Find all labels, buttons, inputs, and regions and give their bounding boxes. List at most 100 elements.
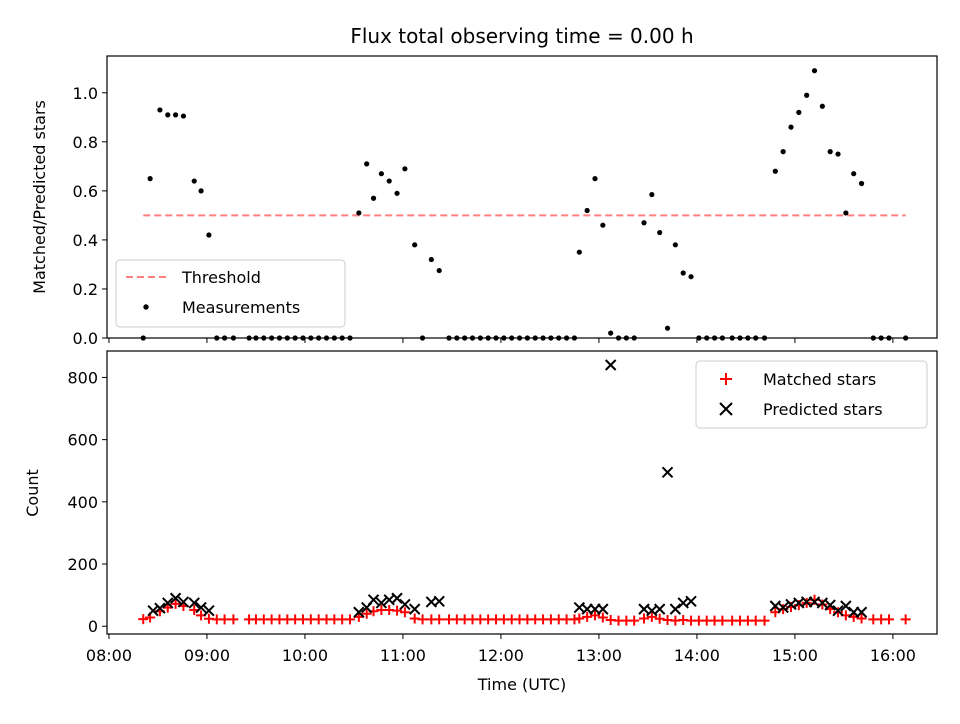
bottom-legend-box xyxy=(695,360,928,429)
measurement-point xyxy=(772,168,778,174)
measurement-point xyxy=(356,210,362,216)
measurement-point xyxy=(364,161,370,167)
matched-star-marker xyxy=(759,615,770,626)
top-y-tick-label: 1.0 xyxy=(73,84,98,103)
x-tick-label: 08:00 xyxy=(86,646,132,665)
predicted-star-marker xyxy=(433,595,445,608)
measurement-point xyxy=(672,242,678,248)
predicted-star-marker xyxy=(777,601,789,614)
measurement-point xyxy=(584,207,590,214)
bot-y-tick-label: 200 xyxy=(67,555,98,574)
legend-measurements-label: Measurements xyxy=(182,298,300,317)
matched-star-marker xyxy=(219,614,230,625)
measurement-point xyxy=(576,249,582,255)
measurement-point xyxy=(851,171,857,177)
predicted-star-marker xyxy=(816,597,829,609)
predicted-star-marker xyxy=(824,599,836,611)
measurement-point xyxy=(206,232,212,238)
matched-star-marker xyxy=(582,611,593,622)
measurement-point xyxy=(370,195,377,201)
bottom-panel-frame xyxy=(106,350,938,635)
legend-threshold-label: Threshold xyxy=(181,268,261,287)
top-panel-frame xyxy=(106,55,938,339)
matched-star-marker xyxy=(170,598,181,609)
measurement-point xyxy=(600,222,606,228)
x-tick-label: 09:00 xyxy=(184,646,230,665)
matched-star-marker xyxy=(900,614,911,625)
predicted-star-marker xyxy=(375,597,388,609)
matched-star-marker xyxy=(817,599,828,610)
top-y-tick-label: 0.6 xyxy=(73,182,98,201)
legend-matched-label: Matched stars xyxy=(763,370,876,389)
predicted-star-marker xyxy=(685,595,697,608)
predicted-star-marker xyxy=(661,466,674,478)
legend-matched-swatch xyxy=(720,373,732,385)
matched-star-marker xyxy=(639,613,650,624)
predicted-star-marker xyxy=(367,594,380,606)
predicted-star-marker xyxy=(840,600,852,612)
measurement-point xyxy=(428,256,434,263)
legend-measurements-swatch xyxy=(143,304,149,310)
measurement-point xyxy=(680,270,686,276)
measurement-point xyxy=(592,176,598,182)
bot-y-tick-label: 800 xyxy=(67,368,98,387)
measurement-point xyxy=(378,171,384,177)
x-tick-label: 12:00 xyxy=(478,646,524,665)
matched-star-marker xyxy=(717,615,728,626)
measurement-point xyxy=(608,330,614,336)
matched-star-marker xyxy=(399,607,410,618)
predicted-star-marker xyxy=(399,598,411,611)
matched-star-marker xyxy=(654,613,665,624)
measurement-point xyxy=(165,112,171,118)
measurement-point xyxy=(827,149,833,155)
predicted-star-marker xyxy=(408,603,421,615)
matched-star-marker xyxy=(228,614,239,625)
predicted-star-marker xyxy=(195,601,207,614)
predicted-star-marker xyxy=(597,603,609,615)
measurement-point xyxy=(402,166,408,172)
top-y-tick-label: 0.0 xyxy=(73,329,98,348)
matched-star-marker xyxy=(361,608,372,619)
matched-star-marker xyxy=(597,612,608,623)
predicted-star-marker xyxy=(147,604,159,617)
measurement-point xyxy=(811,68,818,74)
bot-y-tick-label: 600 xyxy=(67,431,98,450)
measurement-point xyxy=(180,113,187,119)
top-y-tick-label: 0.4 xyxy=(73,231,98,250)
matched-star-marker xyxy=(574,613,585,624)
predicted-star-marker xyxy=(604,359,617,371)
top-legend: Threshold Measurements xyxy=(115,259,346,328)
predicted-star-marker xyxy=(832,604,844,617)
predicted-star-marker xyxy=(391,592,403,604)
predicted-star-marker xyxy=(855,606,868,618)
top-legend-box xyxy=(115,259,346,328)
measurement-point xyxy=(386,178,392,184)
matched-star-marker xyxy=(345,614,356,625)
predicted-star-marker xyxy=(669,603,682,615)
x-axis-label: Time (UTC) xyxy=(477,675,566,694)
predicted-star-marker xyxy=(169,592,182,604)
matched-star-marker xyxy=(883,614,894,625)
measurement-point xyxy=(664,325,671,331)
x-tick-label: 11:00 xyxy=(380,646,426,665)
x-tick-label: 16:00 xyxy=(870,646,916,665)
measurement-point xyxy=(412,242,418,248)
matched-star-marker xyxy=(392,605,403,616)
x-tick-label: 10:00 xyxy=(282,646,328,665)
top-x-axis xyxy=(108,338,894,343)
top-panel: 0.0 0.2 0.4 0.6 0.8 1.0 Matched/Predicted sta… xyxy=(30,55,938,348)
top-y-tick-label: 0.2 xyxy=(73,280,98,299)
matched-star-marker xyxy=(833,607,844,618)
matched-star-marker xyxy=(434,614,445,625)
measurement-point xyxy=(688,274,694,280)
predicted-star-marker xyxy=(653,603,666,615)
matched-star-marker xyxy=(590,610,601,621)
top-y-tick-label: 0.8 xyxy=(73,133,98,152)
top-y-axis-label: Matched/Predicted stars xyxy=(30,100,49,294)
measurement-point xyxy=(780,149,786,155)
measurement-point xyxy=(147,176,153,182)
predicted-star-marker xyxy=(162,597,174,609)
matched-star-marker xyxy=(629,615,640,626)
